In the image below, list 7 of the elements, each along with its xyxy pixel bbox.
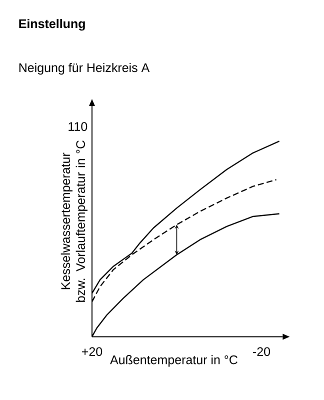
text: 110 <box>68 122 88 131</box>
y-axis-title: Kesselwassertemperatur bzw. Vorlauftemperatur in °C <box>60 140 88 302</box>
x-tick-label: -20 <box>253 347 270 356</box>
x-tick-label: +20 <box>82 347 102 356</box>
chart-subtitle: Neigung für Heizkreis A <box>19 62 150 75</box>
chart-title: Einstellung <box>19 18 85 31</box>
x-axis-title: Außentemperatur in °C <box>110 355 238 367</box>
